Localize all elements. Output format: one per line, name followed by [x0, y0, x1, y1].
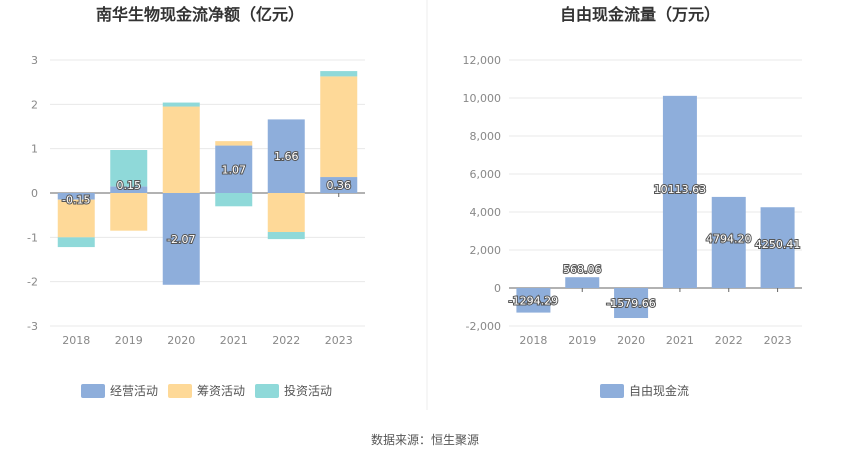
bar-2-2019 — [110, 193, 148, 231]
bar-2-2020 — [162, 106, 200, 193]
data-label: 568.06 — [563, 263, 602, 276]
bar-1-2023 — [320, 177, 358, 193]
data-label: 10113.63 — [654, 183, 707, 196]
x-tick-label: 2023 — [325, 334, 353, 347]
bar-2-2022 — [267, 193, 305, 233]
bar-2-2023 — [320, 76, 358, 178]
x-tick-label: 2023 — [764, 334, 792, 347]
legend-swatch — [168, 384, 192, 398]
x-tick-label: 2019 — [568, 334, 596, 347]
x-tick-label: 2018 — [62, 334, 90, 347]
legend-label: 经营活动 — [110, 384, 158, 398]
x-tick-label: 2020 — [617, 334, 645, 347]
legend-swatch — [600, 384, 624, 398]
y-tick-label: 2,000 — [470, 244, 502, 257]
y-tick-label: -3 — [27, 320, 38, 333]
bar-3-2018 — [57, 237, 95, 248]
legend-label: 筹资活动 — [197, 384, 245, 398]
x-tick-label: 2021 — [666, 334, 694, 347]
chart-title: 南华生物现金流净额（亿元） — [96, 5, 304, 24]
y-tick-label: 4,000 — [470, 206, 502, 219]
chart-1: 南华生物现金流净额（亿元） 3 2 1 0 -1 -2 -3 2018 -0.15 2019 0.15… — [27, 5, 365, 398]
x-tick-label: 2022 — [715, 334, 743, 347]
data-label: -1294.29 — [509, 294, 558, 307]
y-tick-label: 6,000 — [470, 168, 502, 181]
data-label: -2.07 — [167, 233, 195, 246]
bar-3-2019 — [110, 149, 148, 187]
x-tick-label: 2020 — [167, 334, 195, 347]
chart-title: 自由现金流量（万元） — [560, 5, 720, 24]
data-label: -0.15 — [62, 194, 90, 207]
bar-3-2023 — [320, 71, 358, 77]
y-tick-label: 10,000 — [463, 92, 502, 105]
data-label: 0.36 — [327, 179, 352, 192]
bar-3-2020 — [162, 102, 200, 107]
y-tick-label: -2,000 — [466, 320, 501, 333]
legend-swatch — [255, 384, 279, 398]
y-tick-label: -2 — [27, 276, 38, 289]
bar-1-2018 — [57, 193, 95, 200]
data-label: 1.66 — [274, 150, 299, 163]
legend-label: 自由现金流 — [629, 383, 689, 398]
data-label: 1.07 — [222, 163, 247, 176]
data-label: 4250.41 — [755, 238, 801, 251]
data-label: 0.15 — [117, 179, 142, 192]
x-tick-label: 2022 — [272, 334, 300, 347]
legend-label: 投资活动 — [284, 383, 332, 398]
bar-3-2022 — [267, 232, 305, 240]
bar-1-2021 — [662, 95, 697, 288]
y-tick-label: 12,000 — [463, 54, 502, 67]
data-label: 4794.20 — [706, 232, 752, 245]
bar-1-2020 — [614, 288, 649, 319]
bar-3-2021 — [215, 193, 253, 207]
source-note: 数据来源：恒生聚源 — [371, 432, 479, 447]
bar-1-2018 — [516, 288, 551, 313]
bar-2-2021 — [215, 141, 253, 146]
bar-1-2019 — [565, 277, 600, 288]
bar-1-2020 — [162, 193, 200, 285]
y-tick-label: -1 — [27, 231, 38, 244]
x-tick-label: 2018 — [519, 334, 547, 347]
y-tick-label: 0 — [31, 187, 38, 200]
y-tick-label: 3 — [31, 54, 38, 67]
y-tick-label: 0 — [494, 282, 501, 295]
bar-2-2018 — [57, 199, 95, 238]
y-tick-label: 2 — [31, 98, 38, 111]
chart-2: 自由现金流量（万元） 12,000 10,000 8,000 6,000 4,000 2,0… — [463, 5, 802, 398]
x-tick-label: 2021 — [220, 334, 248, 347]
x-tick-label: 2019 — [115, 334, 143, 347]
data-label: -1579.66 — [606, 297, 655, 310]
legend-swatch — [81, 384, 105, 398]
bar-1-2019 — [110, 186, 148, 193]
bar-1-2021 — [215, 145, 253, 193]
y-tick-label: 1 — [31, 143, 38, 156]
bar-1-2022 — [267, 119, 305, 193]
y-tick-label: 8,000 — [470, 130, 502, 143]
bar-1-2022 — [711, 196, 746, 288]
bar-1-2023 — [760, 207, 795, 288]
